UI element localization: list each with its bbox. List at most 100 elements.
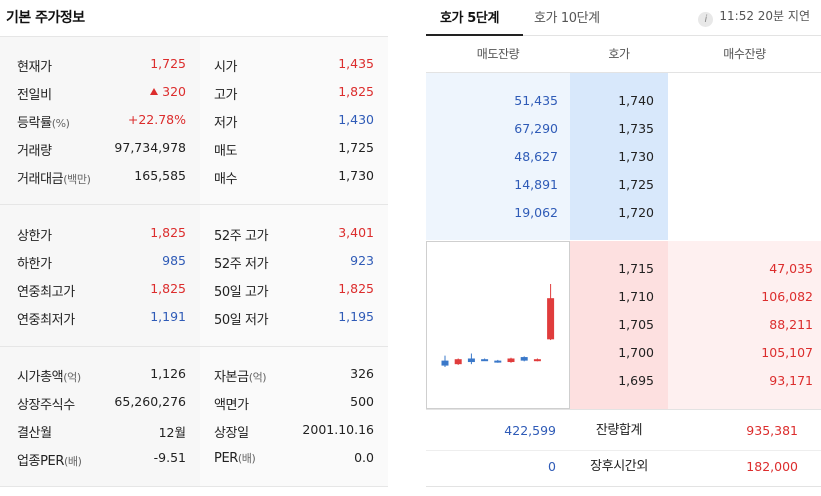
info-label: 연중최고가 (17, 285, 75, 300)
delay-status: i 11:52 20분 지연 (698, 7, 810, 27)
ask-volume: 51,435 (514, 93, 558, 108)
bid-volume-area (668, 241, 821, 409)
info-row: 현재가 1,725 시가 1,435 (0, 50, 388, 78)
ask-volume-area (426, 73, 570, 240)
candle-body (467, 358, 475, 363)
info-value: 1,195 (338, 309, 374, 324)
info-row: 전일비 320 고가 1,825 (0, 78, 388, 106)
divider (0, 204, 388, 205)
divider (0, 346, 388, 347)
tab-divider (426, 35, 821, 36)
info-row: 연중최고가 1,825 50일 고가 1,825 (0, 275, 388, 303)
ask-price[interactable]: 1,730 (618, 149, 654, 164)
ask-price[interactable]: 1,720 (618, 205, 654, 220)
info-label: 전일비 (17, 88, 52, 103)
info-label: 50일 저가 (214, 313, 269, 328)
tab-orderbook-10[interactable]: 호가 10단계 (534, 11, 600, 26)
ask-price[interactable]: 1,725 (618, 177, 654, 192)
info-value: 12월 (158, 425, 186, 440)
header-price: 호가 (608, 47, 630, 61)
info-label: 시가총액(억) (17, 370, 81, 385)
ask-volume: 48,627 (514, 149, 558, 164)
divider (426, 450, 821, 451)
info-value: +22.78% (127, 112, 186, 127)
info-value: 1,825 (338, 84, 374, 99)
divider (0, 36, 388, 37)
info-value: 1,730 (338, 168, 374, 183)
info-value: 320 (66, 84, 186, 99)
info-label: 자본금(억) (214, 370, 267, 385)
info-label: 매수 (214, 172, 238, 187)
active-tab-indicator (426, 34, 523, 36)
ask-volume: 19,062 (514, 205, 558, 220)
bid-price[interactable]: 1,695 (618, 373, 654, 388)
info-label: 결산월 (17, 426, 52, 441)
bid-price[interactable]: 1,700 (618, 345, 654, 360)
info-value: 500 (350, 394, 374, 409)
info-label: 상한가 (17, 229, 52, 244)
info-value: 1,191 (150, 309, 186, 324)
info-row: 하한가 985 52주 저가 923 (0, 247, 388, 275)
ask-volume: 14,891 (514, 177, 558, 192)
info-value: 97,734,978 (114, 140, 186, 155)
info-value: 1,126 (150, 366, 186, 381)
bid-price-area (570, 241, 668, 409)
total-remaining-label: 잔량합계 (595, 423, 643, 438)
candle-body (454, 359, 462, 365)
bid-volume: 88,211 (769, 317, 813, 332)
bid-volume: 47,035 (769, 261, 813, 276)
info-row: 거래대금(백만) 165,585 매수 1,730 (0, 162, 388, 190)
info-value: 3,401 (338, 225, 374, 240)
info-label: 하한가 (17, 257, 52, 272)
ask-price[interactable]: 1,735 (618, 121, 654, 136)
info-label: 현재가 (17, 60, 52, 75)
info-value: 65,260,276 (114, 394, 186, 409)
info-label: 시가 (214, 60, 238, 75)
up-triangle-icon (150, 88, 159, 95)
info-value: 2001.10.16 (302, 422, 374, 437)
info-value: 1,825 (150, 281, 186, 296)
info-value: 1,430 (338, 112, 374, 127)
info-value: 1,725 (338, 140, 374, 155)
info-row: 연중최저가 1,191 50일 저가 1,195 (0, 303, 388, 331)
info-value: 165,585 (134, 168, 186, 183)
basic-stock-info-panel: 기본 주가정보 현재가 1,725 시가 1,435 전일비 320 고가 1,825 등락률(… (0, 0, 388, 496)
candle-body (494, 360, 502, 363)
bid-price[interactable]: 1,715 (618, 261, 654, 276)
orderbook-panel: 호가 5단계 호가 10단계 i 11:52 20분 지연 매도잔량 호가 매수잔… (426, 0, 821, 496)
candle-body (481, 359, 489, 362)
after-hours-sell: 0 (548, 459, 556, 474)
info-label: 52주 고가 (214, 229, 269, 244)
info-label: 매도 (214, 144, 238, 159)
bid-price[interactable]: 1,710 (618, 289, 654, 304)
info-value: 326 (350, 366, 374, 381)
info-icon[interactable]: i (698, 12, 714, 27)
delay-text: 11:52 20분 지연 (719, 9, 810, 23)
divider (0, 486, 388, 487)
after-hours-buy: 182,000 (746, 459, 798, 474)
header-divider (426, 72, 821, 73)
panel-title: 기본 주가정보 (6, 10, 85, 26)
candle-body (441, 360, 449, 366)
ask-price[interactable]: 1,740 (618, 93, 654, 108)
info-value: 923 (350, 253, 374, 268)
info-row: 결산월 12월 상장일 2001.10.16 (0, 416, 388, 444)
divider (426, 409, 821, 410)
info-value: 985 (162, 253, 186, 268)
ask-price-area (570, 73, 668, 240)
info-row: 상한가 1,825 52주 고가 3,401 (0, 219, 388, 247)
info-label: 업종PER(배) (17, 454, 82, 469)
info-value: 1,435 (338, 56, 374, 71)
info-value: 1,825 (150, 225, 186, 240)
divider (426, 486, 821, 487)
candle-body (507, 358, 515, 363)
info-label: 액면가 (214, 398, 249, 413)
candle-body (533, 359, 541, 362)
tab-orderbook-5[interactable]: 호가 5단계 (440, 11, 500, 26)
bid-volume: 93,171 (769, 373, 813, 388)
info-label: 고가 (214, 88, 238, 103)
header-sell-volume: 매도잔량 (476, 47, 520, 61)
info-row: 시가총액(억) 1,126 자본금(억) 326 (0, 360, 388, 388)
info-label: 거래대금(백만) (17, 172, 91, 187)
bid-price[interactable]: 1,705 (618, 317, 654, 332)
